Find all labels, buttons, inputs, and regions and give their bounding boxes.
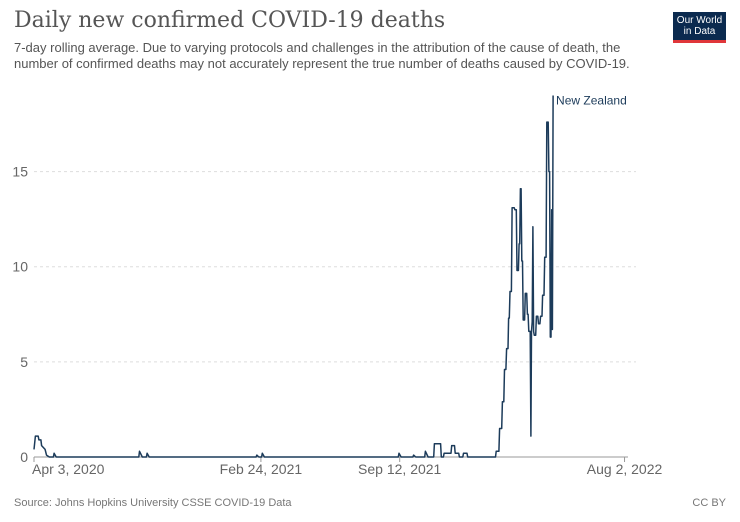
owid-logo[interactable]: Our World in Data: [673, 12, 726, 43]
series-line-new-zealand: [33, 95, 554, 458]
y-tick-label: 5: [20, 354, 28, 370]
series-label-new-zealand: New Zealand: [556, 94, 627, 108]
logo-line2: in Data: [683, 26, 716, 37]
chart-title: Daily new confirmed COVID-19 deaths: [14, 8, 446, 33]
logo-line1: Our World: [676, 15, 723, 26]
x-tick-label: Sep 12, 2021: [358, 461, 442, 477]
x-tick-label: Feb 24, 2021: [220, 461, 303, 477]
y-tick-label: 15: [12, 164, 28, 180]
x-tick-label: Apr 3, 2020: [32, 461, 105, 477]
license-label[interactable]: CC BY: [692, 497, 726, 509]
x-tick-label: Aug 2, 2022: [587, 461, 663, 477]
y-tick-label: 10: [12, 259, 28, 275]
y-tick-label: 0: [20, 449, 28, 465]
chart-subtitle: 7-day rolling average. Due to varying pr…: [14, 40, 630, 71]
source-note[interactable]: Source: Johns Hopkins University CSSE CO…: [14, 497, 292, 509]
